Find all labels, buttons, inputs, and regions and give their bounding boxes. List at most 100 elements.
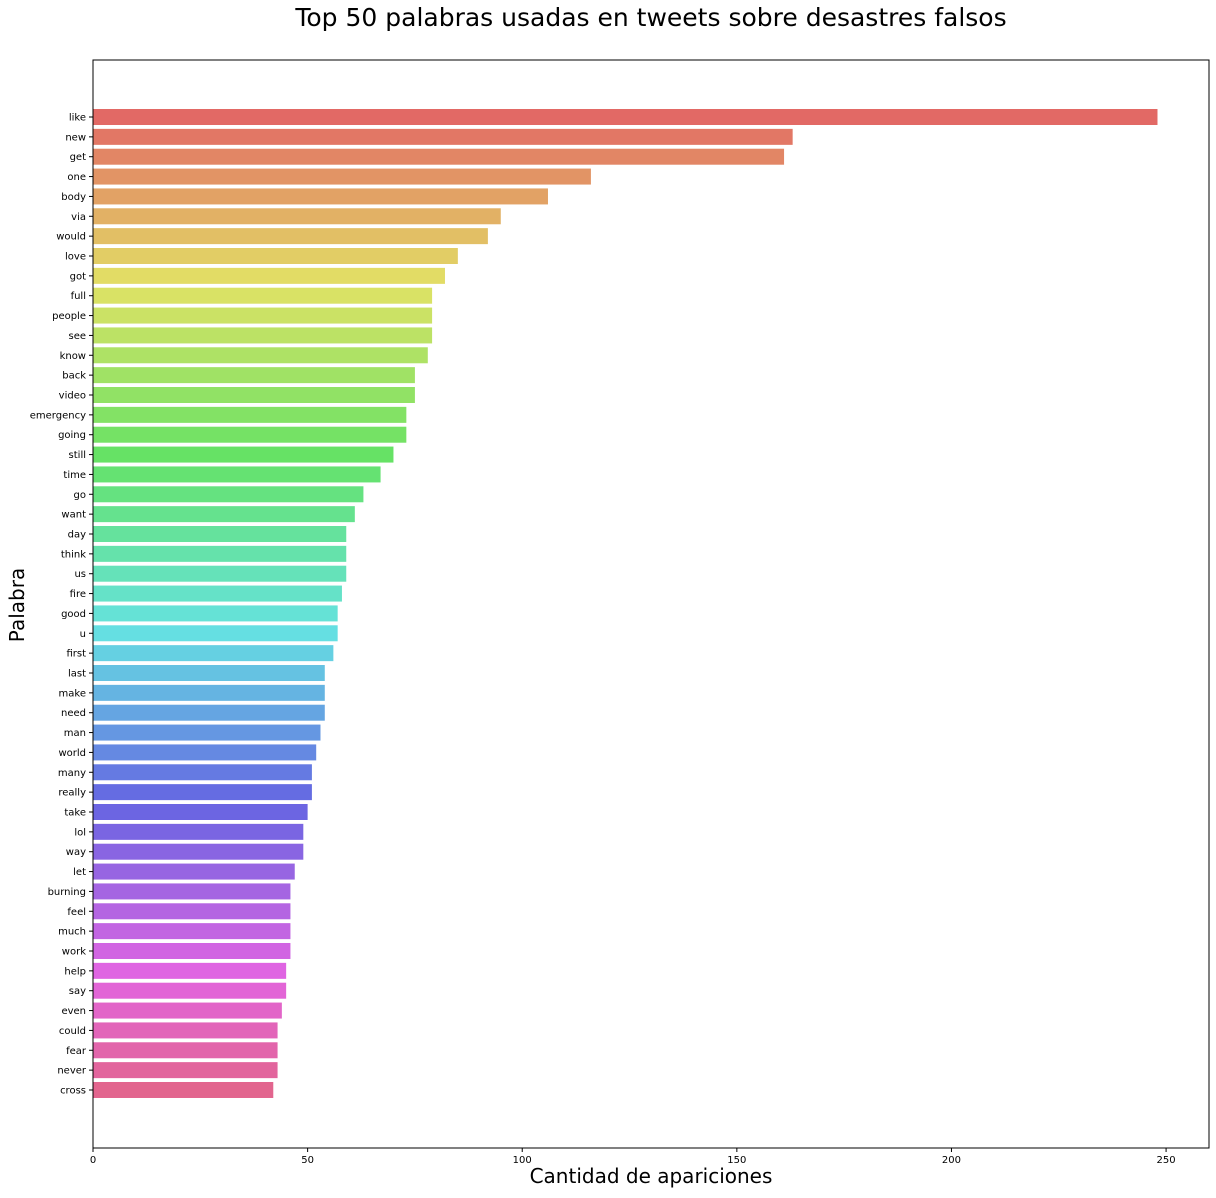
y-axis-label: Palabra — [5, 568, 29, 642]
y-tick-label: first — [66, 649, 86, 660]
bar-last — [93, 665, 325, 681]
y-tick-label: one — [67, 172, 86, 183]
y-tick-label: new — [65, 132, 86, 143]
y-tick-label: good — [61, 609, 86, 620]
y-tick-label: want — [61, 510, 86, 521]
bar-feel — [93, 903, 291, 920]
y-tick-label: people — [52, 311, 86, 322]
y-tick-label: would — [56, 232, 86, 243]
bar-world — [93, 744, 317, 761]
bar-work — [93, 942, 291, 959]
bar-love — [93, 248, 458, 264]
bar-could — [93, 1022, 278, 1039]
y-tick-label: last — [68, 669, 86, 680]
bar-via — [93, 208, 501, 225]
y-tick-label: day — [68, 530, 86, 541]
y-tick-label: make — [59, 688, 86, 699]
y-tick-label: love — [65, 252, 86, 263]
bar-back — [93, 367, 415, 384]
bar-lol — [93, 823, 304, 840]
y-tick-label: u — [80, 629, 86, 640]
bar-make — [93, 684, 325, 701]
y-tick-label: way — [66, 847, 86, 858]
bar-good — [93, 605, 338, 622]
y-tick-label: lol — [74, 827, 86, 838]
x-tick-label: 0 — [90, 1155, 96, 1166]
bar-really — [93, 784, 312, 801]
bar-time — [93, 466, 381, 483]
bar-would — [93, 228, 488, 245]
y-tick-label: go — [74, 490, 86, 501]
y-tick-label: burning — [48, 887, 86, 898]
bar-going — [93, 426, 407, 443]
y-tick-label: man — [64, 728, 86, 739]
bar-never — [93, 1062, 278, 1079]
y-ticks-layer: like new get one body via would love got full peop… — [30, 113, 93, 1096]
y-tick-label: take — [64, 808, 86, 819]
y-tick-label: get — [70, 152, 87, 163]
bar-one — [93, 168, 591, 185]
y-tick-label: like — [69, 113, 86, 124]
y-tick-label: much — [58, 927, 86, 938]
y-tick-label: via — [71, 212, 86, 223]
x-ticks-layer: 0 50 100 150 200 250 — [90, 1148, 1176, 1166]
y-tick-label: really — [58, 788, 86, 799]
x-axis-label: Cantidad de apariciones — [530, 1164, 773, 1188]
x-tick-label: 250 — [1157, 1155, 1176, 1166]
bar-like — [93, 109, 1158, 125]
bar-take — [93, 804, 308, 820]
bar-got — [93, 267, 445, 284]
y-tick-label: could — [59, 1026, 86, 1037]
y-tick-label: feel — [67, 907, 86, 918]
x-tick-label: 50 — [301, 1155, 314, 1166]
bar-get — [93, 148, 785, 165]
y-tick-label: let — [73, 867, 86, 878]
y-tick-label: even — [61, 1006, 86, 1017]
y-tick-label: got — [70, 271, 86, 282]
bar-man — [93, 724, 321, 741]
bar-cross — [93, 1081, 274, 1098]
bar-know — [93, 347, 428, 364]
bar-body — [93, 188, 548, 205]
y-tick-label: see — [68, 331, 86, 342]
bar-way — [93, 843, 304, 860]
bar-see — [93, 327, 433, 344]
y-tick-label: say — [69, 986, 86, 997]
y-tick-label: think — [61, 549, 86, 560]
bar-fire — [93, 585, 342, 602]
bar-many — [93, 764, 312, 781]
bar-emergency — [93, 406, 407, 423]
plot-frame — [92, 59, 1210, 1149]
chart-title: Top 50 palabras usadas en tweets sobre d… — [294, 3, 1006, 32]
bars-layer — [93, 109, 1158, 1098]
y-tick-label: cross — [60, 1085, 86, 1096]
y-tick-label: fear — [66, 1046, 87, 1057]
y-tick-label: need — [61, 708, 86, 719]
bar-even — [93, 1002, 282, 1019]
x-tick-label: 200 — [942, 1155, 961, 1166]
bar-full — [93, 287, 433, 304]
y-tick-label: never — [57, 1066, 87, 1077]
y-tick-label: back — [62, 371, 86, 382]
y-tick-label: full — [71, 291, 86, 302]
y-tick-label: fire — [70, 589, 86, 600]
y-tick-label: video — [59, 391, 86, 402]
bar-go — [93, 486, 364, 503]
y-tick-label: emergency — [30, 410, 86, 421]
bar-want — [93, 506, 355, 523]
bar-much — [93, 923, 291, 940]
y-tick-label: still — [69, 450, 86, 461]
bar-fear — [93, 1042, 278, 1059]
x-tick-label: 150 — [727, 1155, 746, 1166]
y-tick-label: body — [61, 192, 86, 203]
bar-new — [93, 128, 793, 145]
bar-first — [93, 645, 334, 662]
y-tick-label: world — [58, 748, 86, 759]
bar-help — [93, 962, 287, 979]
bar-still — [93, 446, 394, 463]
y-tick-label: many — [58, 768, 86, 779]
y-tick-label: us — [74, 569, 86, 580]
bar-day — [93, 526, 347, 542]
